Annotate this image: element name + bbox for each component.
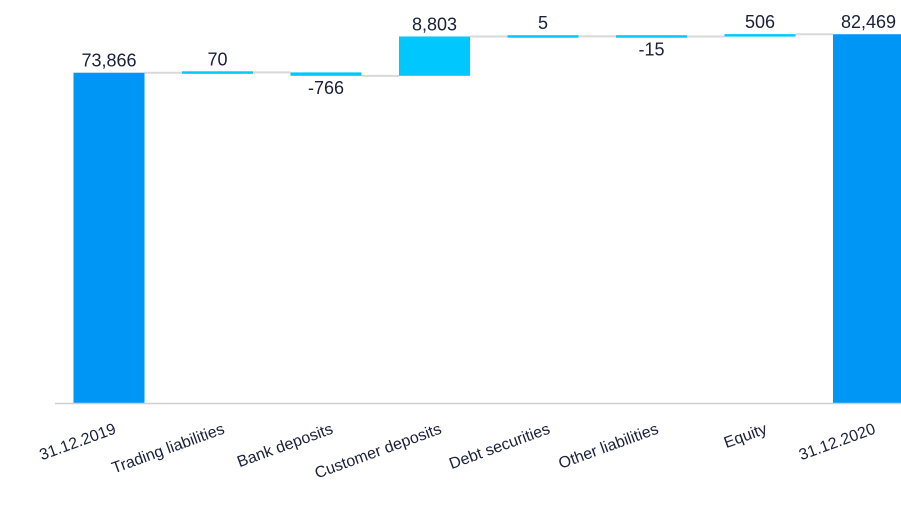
bar-customer-deposits: [399, 36, 470, 75]
x-tick-label-31-12-2020: 31.12.2020: [797, 421, 878, 464]
bar-debt-securities: [508, 35, 579, 38]
x-tick-label-31-12-2019: 31.12.2019: [37, 421, 118, 464]
x-tick-label-debt-securities: Debt securities: [447, 421, 552, 473]
value-label-trading-liabilities: 70: [207, 49, 227, 69]
value-label-31-12-2020: 82,469: [841, 12, 896, 32]
x-tick-label-trading-liabilities: Trading liabilities: [110, 421, 227, 478]
value-label-other-liabilities: -15: [638, 40, 664, 60]
bar-equity: [725, 34, 796, 37]
bar-trading-liabilities: [182, 71, 253, 74]
value-label-debt-securities: 5: [538, 13, 548, 33]
value-label-customer-deposits: 8,803: [412, 14, 457, 34]
bar-other-liabilities: [616, 35, 687, 38]
x-tick-label-equity: Equity: [722, 421, 770, 452]
value-label-31-12-2019: 73,866: [81, 51, 136, 71]
value-labels-group: 73,866 70 -766 8,803 5 -15 506 82,469: [81, 12, 896, 98]
bar-31-12-2020: [833, 34, 901, 403]
x-tick-label-other-liabilities: Other liabilities: [556, 421, 660, 473]
value-label-bank-deposits: -766: [308, 78, 344, 98]
connector-lines: [145, 34, 834, 76]
bar-bank-deposits: [291, 72, 362, 75]
value-label-equity: 506: [745, 12, 775, 32]
bar-31-12-2019: [74, 73, 145, 403]
bars-group: [74, 34, 901, 403]
